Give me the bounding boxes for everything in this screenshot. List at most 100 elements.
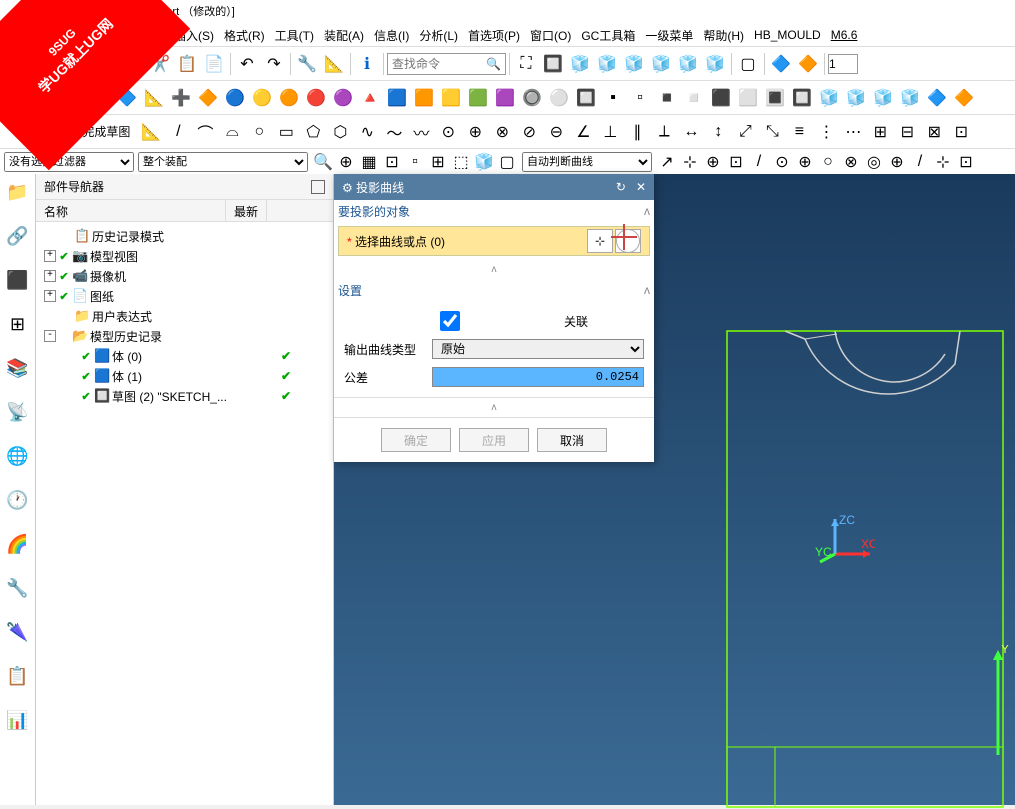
filter-icon[interactable]: ⊞ bbox=[427, 152, 449, 172]
output-type-select[interactable]: 原始 bbox=[432, 339, 644, 359]
collapse-hint[interactable]: ʌ bbox=[334, 260, 654, 279]
snap-icon[interactable]: ⊕ bbox=[702, 152, 724, 172]
tree-row[interactable]: +✔📷模型视图 bbox=[36, 246, 333, 266]
snap-icon[interactable]: ⊹ bbox=[679, 152, 701, 172]
menu-item[interactable]: 窗口(O) bbox=[526, 25, 575, 46]
num-input[interactable] bbox=[828, 54, 858, 74]
expand-icon[interactable]: - bbox=[44, 330, 56, 342]
sketch-tool-icon[interactable]: ⤡ bbox=[759, 119, 785, 145]
tool-icon[interactable]: 🔷 bbox=[924, 85, 950, 111]
nav-tab-10[interactable]: 🔧 bbox=[4, 574, 32, 602]
tree-row[interactable]: +✔📹摄像机 bbox=[36, 266, 333, 286]
tool-icon[interactable]: 🔶 bbox=[951, 85, 977, 111]
snap-icon[interactable]: ⊗ bbox=[840, 152, 862, 172]
sketch-tool-icon[interactable]: / bbox=[165, 119, 191, 145]
tool-icon[interactable]: 🔺 bbox=[357, 85, 383, 111]
expand-icon[interactable]: + bbox=[44, 270, 56, 282]
filter-icon[interactable]: ⬚ bbox=[450, 152, 472, 172]
sketch-tool-icon[interactable]: ↕ bbox=[705, 119, 731, 145]
tool-icon[interactable]: ▪ bbox=[600, 85, 626, 111]
cube5-icon[interactable]: 🧊 bbox=[675, 51, 701, 77]
menu-item[interactable]: 格式(R) bbox=[220, 25, 269, 46]
snap-icon[interactable]: ⊕ bbox=[886, 152, 908, 172]
nav-tab-12[interactable]: 📋 bbox=[4, 662, 32, 690]
tree-row[interactable]: ✔🟦体 (0)✔ bbox=[36, 346, 333, 366]
tool-icon[interactable]: 🔵 bbox=[222, 85, 248, 111]
tolerance-input[interactable] bbox=[432, 367, 644, 387]
sketch-tool-icon[interactable]: ⬠ bbox=[300, 119, 326, 145]
sketch-tool-icon[interactable]: ⊞ bbox=[867, 119, 893, 145]
tool-icon[interactable]: 🧊 bbox=[816, 85, 842, 111]
filter-icon[interactable]: 🔍 bbox=[312, 152, 334, 172]
command-search[interactable]: 🔍 bbox=[387, 53, 506, 75]
search-input[interactable] bbox=[392, 57, 482, 71]
check-icon[interactable]: ✔ bbox=[58, 270, 70, 282]
sketch-tool-icon[interactable]: 〰 bbox=[408, 119, 434, 145]
dialog-close-icon[interactable]: ✕ bbox=[636, 180, 646, 194]
misc1-icon[interactable]: 🔷 bbox=[768, 51, 794, 77]
tool-icon[interactable]: 🧊 bbox=[897, 85, 923, 111]
redo-icon[interactable]: ↷ bbox=[261, 51, 287, 77]
sketch-tool-icon[interactable]: ⌒ bbox=[192, 119, 218, 145]
sketch-tool-icon[interactable]: ⟂ bbox=[651, 119, 677, 145]
tool-icon[interactable]: ▫ bbox=[627, 85, 653, 111]
paste-icon[interactable]: 📄 bbox=[201, 51, 227, 77]
expand-icon[interactable]: + bbox=[44, 250, 56, 262]
sketch-tool-icon[interactable]: ∠ bbox=[570, 119, 596, 145]
tool-icon[interactable]: 🟧 bbox=[411, 85, 437, 111]
snap-icon[interactable]: ○ bbox=[817, 152, 839, 172]
sketch-tool-icon[interactable]: ⊕ bbox=[462, 119, 488, 145]
tool-icon[interactable]: ⚪ bbox=[546, 85, 572, 111]
3d-viewport[interactable]: ⚙ 投影曲线 ↻ ✕ 要投影的对象 ʌ * 选择曲线或点 (0) ⊹ ʌ 设置 bbox=[334, 174, 1015, 805]
tool-icon[interactable]: 🟦 bbox=[384, 85, 410, 111]
search-icon[interactable]: 🔍 bbox=[486, 57, 501, 71]
filter-icon[interactable]: 🧊 bbox=[473, 152, 495, 172]
tool-icon[interactable]: ⬛ bbox=[708, 85, 734, 111]
cancel-button[interactable]: 取消 bbox=[537, 428, 607, 452]
snap-icon[interactable]: ⊹ bbox=[932, 152, 954, 172]
menu-item[interactable]: 一级菜单 bbox=[641, 25, 697, 46]
nav-tab-2[interactable]: 🔗 bbox=[4, 222, 32, 250]
snap-icon[interactable]: ⊡ bbox=[955, 152, 977, 172]
tool-icon[interactable]: 🧊 bbox=[843, 85, 869, 111]
nav-tab-1[interactable]: 📁 bbox=[4, 178, 32, 206]
filter-select-1[interactable]: 没有选择过滤器 bbox=[4, 152, 134, 172]
sketch-tool-icon[interactable]: ⊙ bbox=[435, 119, 461, 145]
tool-icon[interactable]: 🟪 bbox=[492, 85, 518, 111]
apply-button[interactable]: 应用 bbox=[459, 428, 529, 452]
fit-icon[interactable]: ⛶ bbox=[513, 51, 539, 77]
tree-row[interactable]: +✔📄图纸 bbox=[36, 286, 333, 306]
menu-item[interactable]: 工具(T) bbox=[271, 25, 318, 46]
select-curve-row[interactable]: * 选择曲线或点 (0) ⊹ bbox=[338, 226, 650, 256]
menu-item[interactable]: 分析(L) bbox=[415, 25, 462, 46]
view1-icon[interactable]: 🔲 bbox=[540, 51, 566, 77]
sketch-tool-icon[interactable]: ∿ bbox=[354, 119, 380, 145]
menu-item[interactable]: 首选项(P) bbox=[464, 25, 524, 46]
tool-icon[interactable]: ⬜ bbox=[735, 85, 761, 111]
tool-icon[interactable]: 🔘 bbox=[519, 85, 545, 111]
snap-icon[interactable]: ⊕ bbox=[794, 152, 816, 172]
snap-icon[interactable]: ⊡ bbox=[725, 152, 747, 172]
col-latest[interactable]: 最新 bbox=[226, 200, 267, 221]
nav-tab-5[interactable]: 📚 bbox=[4, 354, 32, 382]
menu-item[interactable]: 装配(A) bbox=[320, 25, 368, 46]
nav-tab-13[interactable]: 📊 bbox=[4, 706, 32, 734]
collapse-hint[interactable]: ʌ bbox=[334, 398, 654, 417]
filter-select-2[interactable]: 整个装配 bbox=[138, 152, 308, 172]
tree-row[interactable]: ✔🔲草图 (2) "SKETCH_...✔ bbox=[36, 386, 333, 406]
cube3-icon[interactable]: 🧊 bbox=[621, 51, 647, 77]
expand-icon[interactable]: + bbox=[44, 290, 56, 302]
tool-icon[interactable]: ➕ bbox=[168, 85, 194, 111]
misc2-icon[interactable]: 🔶 bbox=[795, 51, 821, 77]
sketch-tool-icon[interactable]: ↔ bbox=[678, 119, 704, 145]
filter-icon[interactable]: ▫ bbox=[404, 152, 426, 172]
tree-row[interactable]: ✔🟦体 (1)✔ bbox=[36, 366, 333, 386]
sketch-tool-icon[interactable]: ⌓ bbox=[219, 119, 245, 145]
copy-icon[interactable]: 📋 bbox=[174, 51, 200, 77]
sketch-tool-icon[interactable]: ≡ bbox=[786, 119, 812, 145]
sketch-tool-icon[interactable]: ▭ bbox=[273, 119, 299, 145]
nav-tab-8[interactable]: 🕐 bbox=[4, 486, 32, 514]
section-objects[interactable]: 要投影的对象 ʌ bbox=[334, 200, 654, 222]
sketch-tool-icon[interactable]: ⊟ bbox=[894, 119, 920, 145]
sketch-tool-icon[interactable]: ⊡ bbox=[948, 119, 974, 145]
